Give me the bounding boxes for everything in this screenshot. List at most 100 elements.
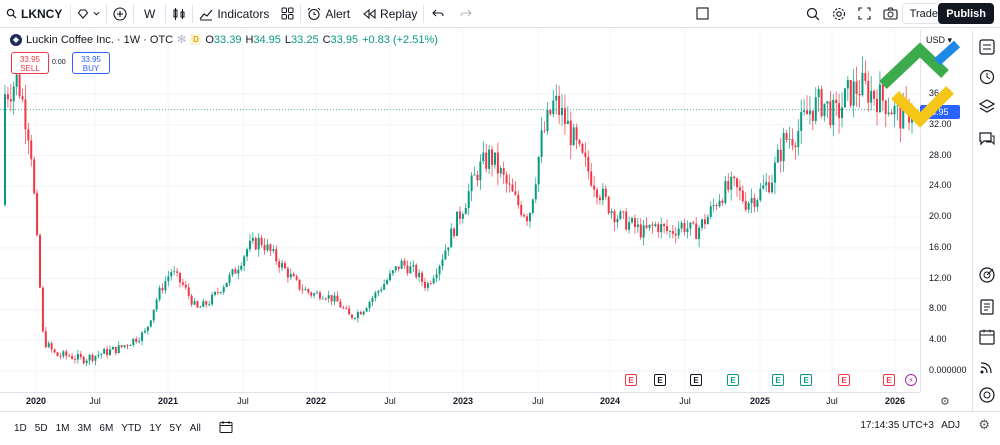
candle-body [546, 110, 549, 132]
range-buttons: 1D 5D 1M 3M 6M YTD 1Y 5Y All [0, 423, 205, 434]
candle-body [412, 265, 415, 267]
compare-symbol-button[interactable] [107, 0, 133, 28]
candle-body [27, 129, 30, 141]
time-axis[interactable]: 2020 Jul 2021 Jul 2022 Jul 2023 Jul 2024 Jul 2025 J… [0, 392, 920, 408]
candle-body [881, 84, 884, 101]
fullscreen-button[interactable] [852, 0, 877, 28]
buy-button[interactable]: 33.95 BUY [72, 52, 110, 74]
utc-clock[interactable]: 17:14:35 UTC+3 [860, 420, 934, 431]
candle-body [666, 226, 669, 232]
earnings-event-icon[interactable]: E [883, 374, 895, 386]
price-chart[interactable] [0, 30, 920, 392]
currency-label[interactable]: USD ▾ [926, 35, 953, 45]
axis-settings-icon[interactable]: ⚙ [940, 396, 950, 408]
layout-button[interactable] [690, 0, 715, 28]
candle-body [85, 360, 88, 364]
range-button[interactable]: YTD [121, 423, 142, 434]
snapshot-button[interactable] [877, 0, 904, 28]
candle-body [444, 250, 447, 260]
broadcast-icon[interactable] [978, 358, 996, 376]
candle-body [555, 95, 558, 101]
candle-body [103, 349, 106, 354]
candle-body [706, 216, 709, 225]
templates-button[interactable] [275, 0, 300, 28]
earnings-event-icon[interactable]: E [625, 374, 637, 386]
range-button[interactable]: 5D [34, 423, 48, 434]
target-icon[interactable] [978, 266, 996, 284]
price-scale[interactable]: 36.00 32.00 28.00 24.00 20.00 16.00 12.00 8.00 4… [920, 30, 970, 392]
earnings-event-icon[interactable]: E [772, 374, 784, 386]
redo-button[interactable] [452, 0, 480, 28]
candle-body [488, 149, 491, 169]
interval-button[interactable]: W [134, 0, 165, 28]
candle-body [852, 81, 855, 106]
candle-body [38, 234, 41, 288]
candle-body [225, 282, 228, 288]
range-button[interactable]: 1Y [149, 423, 162, 434]
candle-body [409, 266, 412, 274]
earnings-event-icon[interactable]: E [690, 374, 702, 386]
chevron-down-icon [93, 11, 100, 16]
range-button[interactable]: 6M [99, 423, 114, 434]
alert-button[interactable]: Alert [301, 0, 356, 28]
earnings-event-icon[interactable]: E [800, 374, 812, 386]
candle-body [216, 291, 219, 293]
candle-body [712, 205, 715, 207]
earnings-event-icon[interactable]: E [838, 374, 850, 386]
candle-body [861, 72, 864, 96]
candle-body [211, 294, 214, 305]
adj-toggle[interactable]: ADJ [941, 420, 960, 431]
price-tick: 16.00 [929, 241, 952, 252]
notes-icon[interactable] [978, 298, 996, 316]
range-button[interactable]: 1M [55, 423, 70, 434]
candle-body [514, 191, 517, 195]
earnings-event-icon[interactable]: E [727, 374, 739, 386]
candle-body [240, 265, 243, 270]
candle-body [41, 287, 44, 332]
quick-search-button[interactable] [800, 0, 826, 28]
candle-body [164, 281, 167, 291]
chat-icon[interactable] [978, 130, 996, 148]
publish-button[interactable]: Publish [938, 3, 994, 24]
range-button[interactable]: 1D [14, 423, 27, 434]
spread-value: 0.00 [52, 59, 66, 66]
candle-body [806, 110, 809, 115]
candle-body [6, 94, 9, 100]
replay-label: Replay [380, 6, 418, 21]
dividend-badge[interactable]: D [190, 34, 202, 45]
candle-body [453, 228, 456, 236]
replay-button[interactable]: Replay [356, 0, 423, 28]
range-button[interactable]: 5Y [169, 423, 182, 434]
calendar-icon[interactable] [978, 328, 996, 346]
watchlist-icon[interactable] [978, 38, 996, 56]
candle-body [730, 176, 733, 190]
gear-icon[interactable]: ⚙ [978, 417, 990, 432]
undo-button[interactable] [424, 0, 452, 28]
watchlist-toggle-button[interactable] [71, 0, 106, 28]
candle-body [181, 282, 184, 285]
alerts-clock-icon[interactable] [978, 68, 996, 86]
candle-body [829, 101, 832, 126]
candle-body [899, 105, 902, 129]
settings-button[interactable] [826, 0, 852, 28]
layers-icon[interactable] [978, 98, 996, 116]
candle-body [616, 218, 619, 223]
sell-button[interactable]: 33.95 SELL [11, 52, 49, 74]
split-event-icon[interactable]: ⚡ [905, 374, 917, 386]
symbol-search[interactable]: LKNCY [0, 7, 70, 21]
time-tick: Jul [237, 396, 249, 406]
chart-type-button[interactable] [166, 0, 192, 28]
earnings-event-icon[interactable]: E [654, 374, 666, 386]
candle-body [199, 306, 202, 308]
candle-body [394, 266, 397, 271]
range-button[interactable]: 3M [77, 423, 92, 434]
date-range-button[interactable] [219, 420, 233, 437]
candle-body [339, 301, 342, 308]
symbol-name: Luckin Coffee Inc. · 1W · OTC [26, 33, 174, 46]
candle-body [82, 356, 85, 364]
candle-body [628, 222, 631, 230]
candle-body [257, 237, 260, 250]
indicators-button[interactable]: Indicators [193, 0, 275, 28]
range-button[interactable]: All [189, 423, 201, 434]
help-icon[interactable] [978, 386, 996, 404]
